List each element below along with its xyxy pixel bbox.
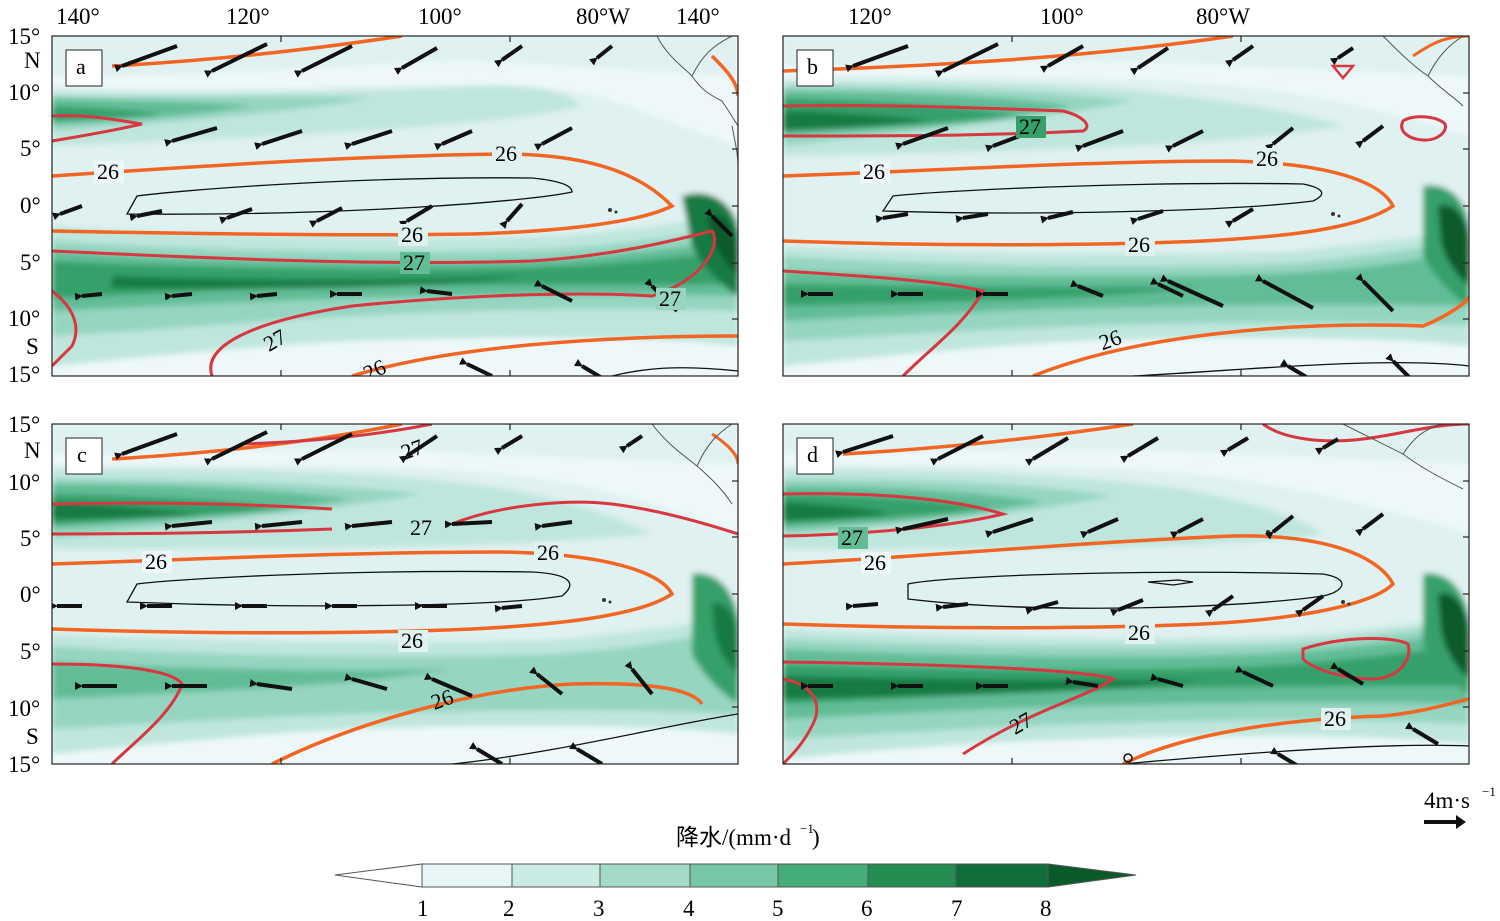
y-tick-label: 10° xyxy=(8,80,40,105)
colorbar-swatch xyxy=(421,863,513,888)
svg-text:26: 26 xyxy=(97,159,119,184)
svg-text:26: 26 xyxy=(537,540,559,565)
reference-vector-label: 4m·s xyxy=(1424,788,1470,813)
contour-labels-b: 27 26 26 26 26 xyxy=(860,114,1283,355)
y-tick-label: S xyxy=(26,334,39,359)
svg-text:26: 26 xyxy=(1256,146,1278,171)
colorbar-tick: 6 xyxy=(861,896,873,921)
y-tick-label: 10° xyxy=(8,696,40,721)
svg-text:26: 26 xyxy=(1324,706,1346,731)
colorbar: 降水/(mm·d −1 ) 1 2 3 4 5 6 7 8 xyxy=(334,821,1137,921)
y-tick-label: 5° xyxy=(20,639,41,664)
contour-labels-a: 26 26 26 27 27 27 26 xyxy=(94,141,686,376)
colorbar-tick: 3 xyxy=(593,896,605,921)
svg-text:27: 27 xyxy=(659,286,681,311)
x-tick-label: 100° xyxy=(418,4,462,29)
y-tick-label: 10° xyxy=(8,470,40,495)
y-tick-label: S xyxy=(26,724,39,749)
x-tick-label: 140° xyxy=(676,4,720,29)
svg-text:26: 26 xyxy=(863,159,885,184)
colorbar-swatch xyxy=(689,863,779,888)
colorbar-tick: 4 xyxy=(683,896,695,921)
y-tick-label: 15° xyxy=(8,412,40,437)
colorbar-swatch xyxy=(599,863,691,888)
svg-text:26: 26 xyxy=(1128,620,1150,645)
panel-a: 26 26 26 27 27 27 26 a xyxy=(51,35,739,377)
x-tick-label: 140° xyxy=(56,4,100,29)
panel-b: 27 26 26 26 26 b xyxy=(782,35,1470,377)
y-tick-label: 15° xyxy=(8,24,40,49)
svg-text:26: 26 xyxy=(145,549,167,574)
svg-text:26: 26 xyxy=(401,222,423,247)
x-tick-label: 80°W xyxy=(1196,4,1250,29)
y-tick-label: 5° xyxy=(20,250,41,275)
panel-label-d: d xyxy=(807,442,818,467)
colorbar-title: 降水/(mm·d xyxy=(676,825,791,850)
svg-text:26: 26 xyxy=(864,550,886,575)
x-tick-label: 120° xyxy=(848,4,892,29)
wind-vectors-b xyxy=(801,42,1411,376)
wind-vectors-c xyxy=(52,430,654,764)
svg-text:26: 26 xyxy=(1128,232,1150,257)
reference-vector: 4m·s −1 xyxy=(1424,784,1496,829)
colorbar-swatch xyxy=(955,863,1049,888)
y-tick-label: 15° xyxy=(8,752,40,777)
y-tick-label: 15° xyxy=(8,362,40,387)
colorbar-tick: 1 xyxy=(417,896,429,921)
y-tick-label: N xyxy=(24,48,41,73)
svg-text:27: 27 xyxy=(410,515,432,540)
colorbar-title-exponent: −1 xyxy=(800,821,814,836)
svg-text:26: 26 xyxy=(401,628,423,653)
top-x-axis-labels-left: 140° 120° 100° 80°W 140° xyxy=(56,4,720,29)
x-tick-label: 120° xyxy=(226,4,270,29)
colorbar-tick: 8 xyxy=(1040,896,1052,921)
svg-text:27: 27 xyxy=(841,525,863,550)
colorbar-tick: 7 xyxy=(951,896,963,921)
x-tick-label: 80°W xyxy=(576,4,630,29)
y-tick-label: 5° xyxy=(20,526,41,551)
svg-text:27: 27 xyxy=(403,250,425,275)
x-tick-label: 100° xyxy=(1040,4,1084,29)
colorbar-tick: 5 xyxy=(772,896,784,921)
y-axis-labels-bottom: 15° N 10° 5° 0° 5° 10° S 15° xyxy=(8,412,41,777)
reference-vector-exponent: −1 xyxy=(1482,784,1496,799)
panel-d: 27 26 26 26 27 d xyxy=(782,423,1470,765)
y-tick-label: 0° xyxy=(20,193,41,218)
colorbar-swatch xyxy=(777,863,869,888)
y-tick-label: 5° xyxy=(20,136,41,161)
colorbar-swatch xyxy=(867,863,957,888)
panel-c: 27 27 26 26 26 26 c xyxy=(51,423,739,765)
y-tick-label: N xyxy=(24,438,41,463)
svg-text:26: 26 xyxy=(495,141,517,166)
wind-vectors-d xyxy=(801,434,1440,764)
colorbar-title-close: ) xyxy=(812,825,820,850)
colorbar-swatch xyxy=(511,863,601,888)
colorbar-lower-extension xyxy=(334,863,423,888)
panel-label-b: b xyxy=(807,54,818,79)
svg-text:27: 27 xyxy=(1019,114,1041,139)
top-x-axis-labels-right: 120° 100° 80°W xyxy=(848,4,1250,29)
colorbar-upper-extension xyxy=(1047,863,1137,888)
y-tick-label: 10° xyxy=(8,306,40,331)
y-tick-label: 0° xyxy=(20,582,41,607)
colorbar-tick: 2 xyxy=(503,896,515,921)
panel-label-a: a xyxy=(76,54,86,79)
wind-vectors-a xyxy=(52,42,734,376)
y-axis-labels-top: 15° N 10° 5° 0° 5° 10° S 15° xyxy=(8,24,41,387)
panel-label-c: c xyxy=(77,442,87,467)
